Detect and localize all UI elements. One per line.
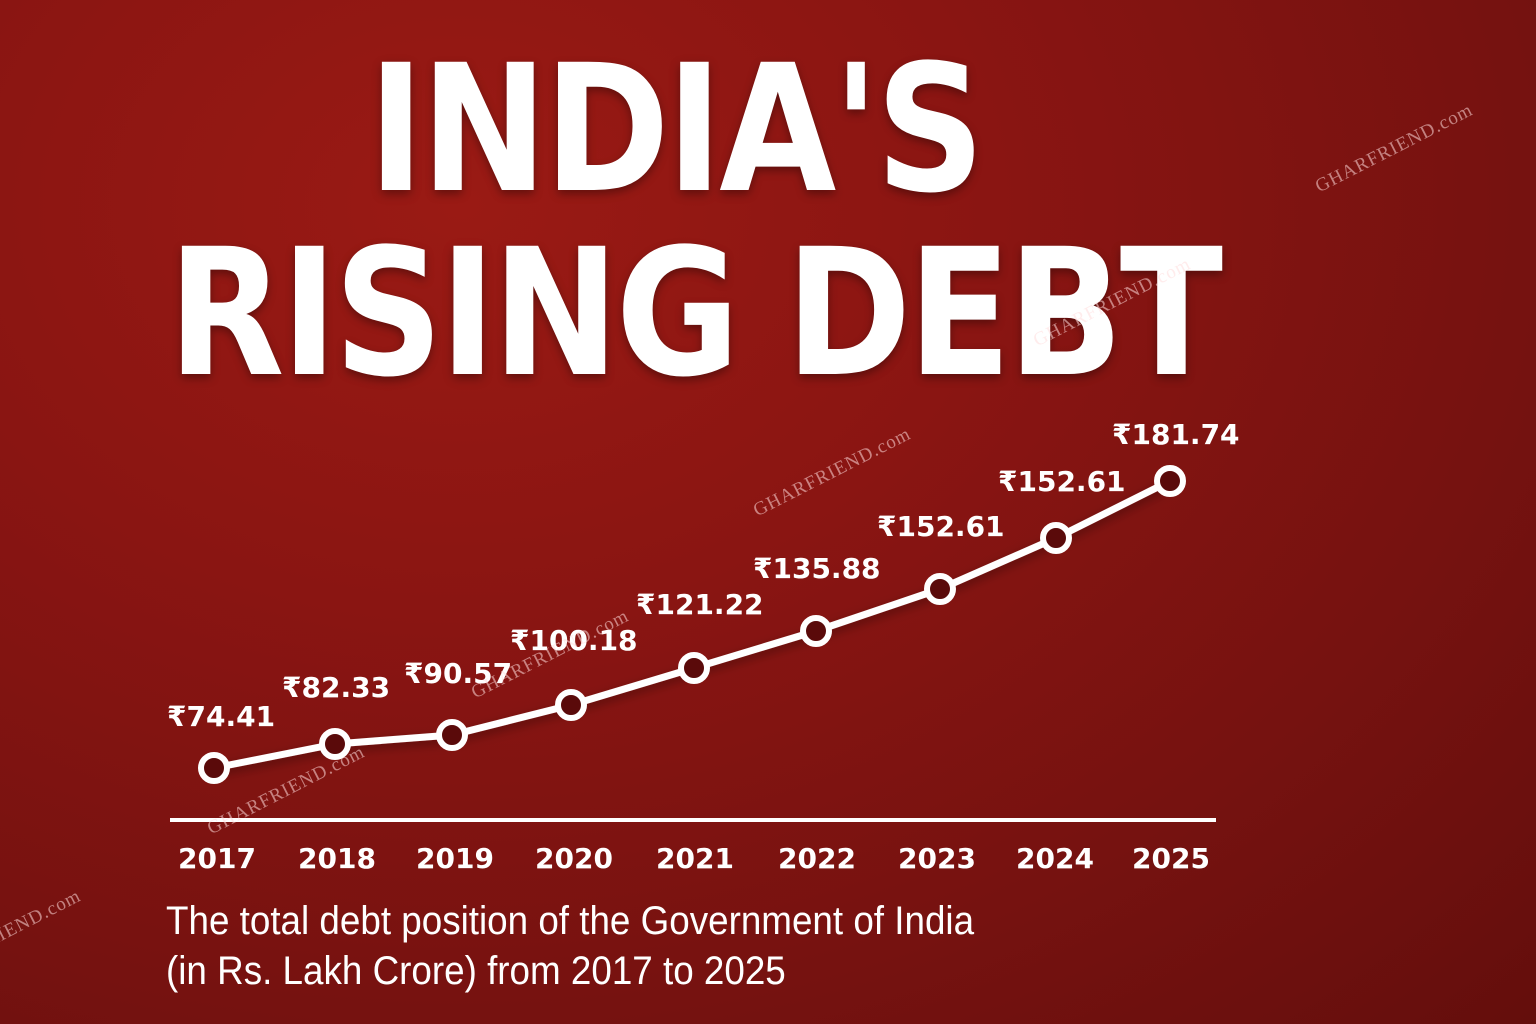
- title-line-2: RISING DEBT: [168, 211, 1223, 416]
- x-tick-2017: 2017: [178, 842, 256, 875]
- x-tick-2023: 2023: [898, 842, 976, 875]
- data-markers: [198, 465, 1186, 784]
- data-point-2023: [924, 573, 956, 605]
- x-tick-2024: 2024: [1016, 842, 1094, 875]
- data-point-2024: [1040, 522, 1072, 554]
- data-label-2021: ₹121.22: [636, 588, 764, 621]
- x-tick-2025: 2025: [1132, 842, 1210, 875]
- x-tick-2022: 2022: [778, 842, 856, 875]
- chart-caption: The total debt position of the Governmen…: [166, 896, 974, 996]
- caption-line-2: (in Rs. Lakh Crore) from 2017 to 2025: [166, 949, 786, 993]
- data-point-2017: [198, 752, 230, 784]
- caption-line-1: The total debt position of the Governmen…: [166, 899, 975, 943]
- title-line-1: INDIA'S: [368, 27, 985, 232]
- x-tick-2018: 2018: [298, 842, 376, 875]
- data-point-2018: [319, 728, 351, 760]
- data-label-2024: ₹152.61: [998, 465, 1126, 498]
- data-point-2020: [555, 689, 587, 721]
- data-label-2017: ₹74.41: [167, 700, 275, 733]
- data-point-2022: [800, 615, 832, 647]
- data-label-2020: ₹100.18: [510, 624, 638, 657]
- data-label-2025: ₹181.74: [1112, 418, 1240, 451]
- data-labels: ₹74.41 ₹82.33 ₹90.57 ₹100.18 ₹121.22 ₹13…: [167, 418, 1240, 733]
- data-point-2025: [1154, 465, 1186, 497]
- debt-series-line: [210, 477, 1174, 772]
- data-point-2021: [678, 652, 710, 684]
- data-point-2019: [436, 719, 468, 751]
- x-tick-2019: 2019: [416, 842, 494, 875]
- data-label-2022: ₹135.88: [753, 552, 881, 585]
- data-label-2018: ₹82.33: [282, 671, 390, 704]
- x-tick-2021: 2021: [656, 842, 734, 875]
- x-tick-2020: 2020: [535, 842, 613, 875]
- x-axis-labels: 2017 2018 2019 2020 2021 2022 2023 2024 …: [178, 842, 1210, 875]
- data-label-2023: ₹152.61: [877, 510, 1005, 543]
- data-label-2019: ₹90.57: [404, 657, 512, 690]
